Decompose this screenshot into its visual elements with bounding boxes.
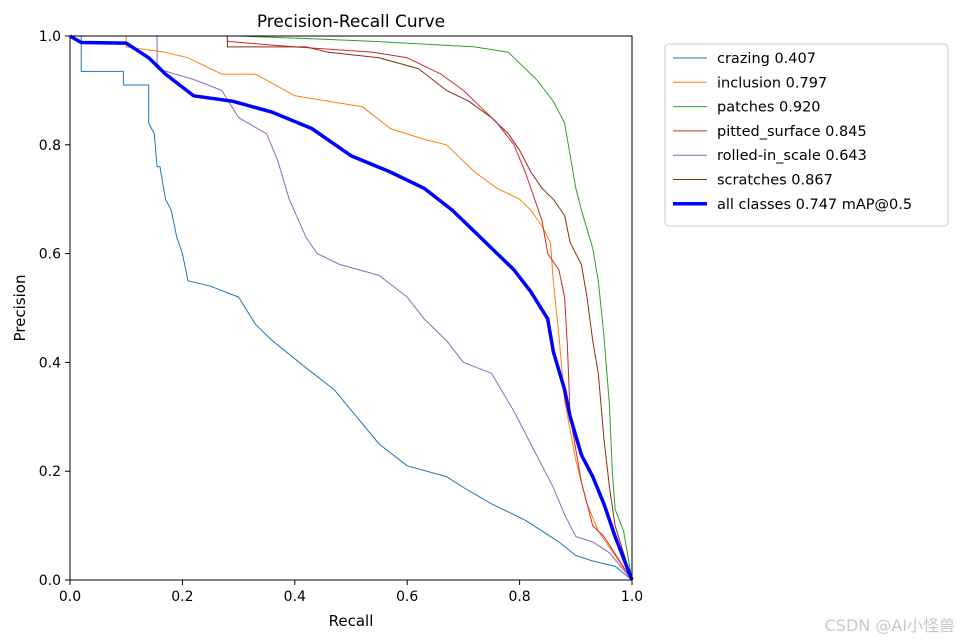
axes: 0.0 0.2 0.4 0.6 0.8 1.0 0.0 0.2 0.4 0.6 0.8 1.0 — [39, 29, 643, 605]
x-tick-label: 0.6 — [396, 589, 418, 605]
y-tick-label: 0.2 — [39, 464, 61, 480]
legend: crazing 0.407 inclusion 0.797 patches 0.92… — [664, 43, 949, 227]
legend-label-1: inclusion 0.797 — [717, 75, 827, 91]
legend-label-6: all classes 0.747 mAP@0.5 — [717, 197, 912, 213]
watermark: CSDN @AI小怪兽 — [824, 616, 955, 635]
x-tick-label: 0.4 — [284, 589, 306, 605]
legend-label-4: rolled-in_scale 0.643 — [717, 148, 867, 164]
x-tick-label: 0.8 — [508, 589, 530, 605]
legend-label-3: pitted_surface 0.845 — [717, 124, 867, 140]
axes-frame — [69, 35, 633, 581]
x-tick-label: 0.0 — [59, 589, 81, 605]
y-tick-label: 0.0 — [39, 573, 61, 589]
chart-title: Precision-Recall Curve — [257, 12, 445, 32]
y-tick-label: 0.4 — [39, 355, 61, 371]
plot-area — [69, 34, 634, 581]
series-line-6 — [69, 34, 634, 581]
y-tick-label: 1.0 — [39, 29, 61, 45]
x-axis-label: Recall — [329, 612, 374, 630]
legend-label-2: patches 0.920 — [717, 100, 821, 116]
series-line-1 — [70, 35, 633, 581]
legend-box — [664, 43, 949, 227]
y-axis-label: Precision — [11, 275, 29, 342]
series-line-2 — [70, 35, 633, 581]
series-line-3 — [70, 35, 633, 581]
legend-label-5: scratches 0.867 — [717, 173, 833, 189]
series-line-4 — [70, 35, 633, 581]
x-tick-label: 1.0 — [621, 589, 643, 605]
legend-label-0: crazing 0.407 — [717, 51, 816, 67]
y-tick-label: 0.6 — [39, 247, 61, 263]
y-tick-label: 0.8 — [39, 138, 61, 154]
series-line-5 — [70, 35, 633, 581]
x-tick-label: 0.2 — [171, 589, 193, 605]
series-line-0 — [70, 35, 633, 581]
